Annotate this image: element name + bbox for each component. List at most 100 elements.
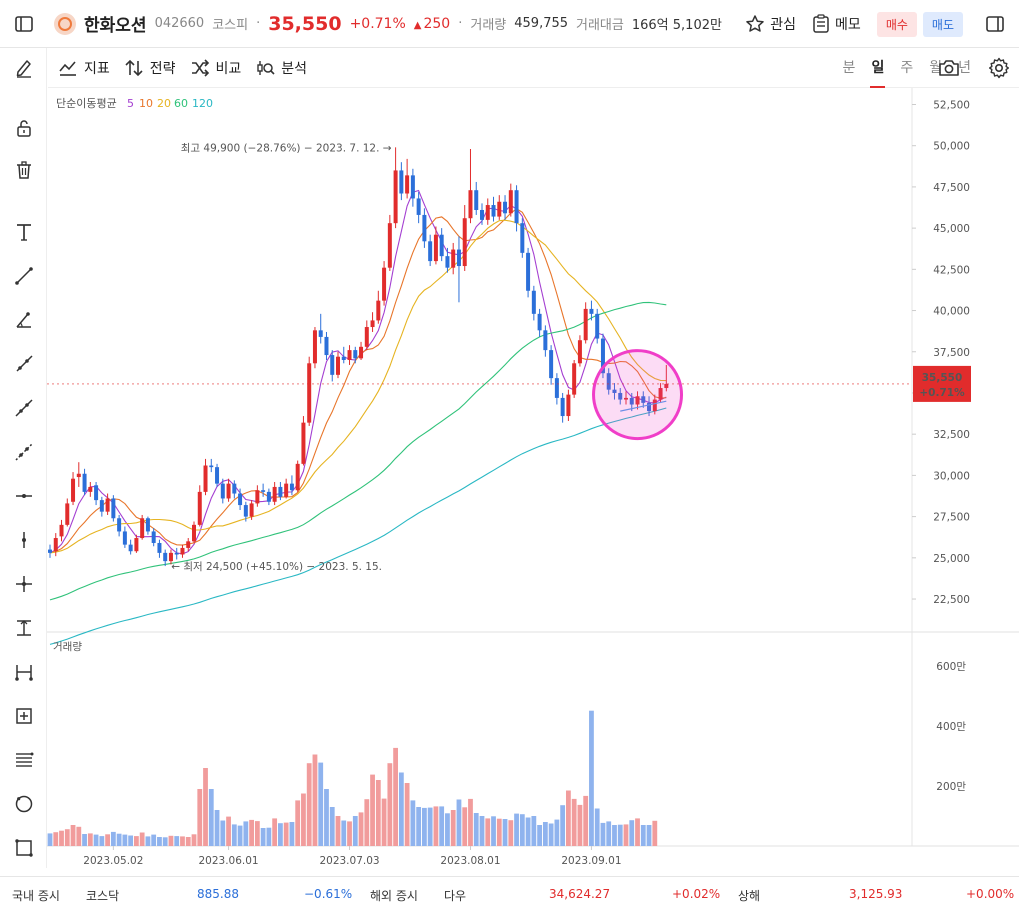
candle-body: [94, 485, 99, 501]
volume-bar: [473, 813, 479, 846]
analysis-button[interactable]: 분석: [255, 58, 307, 78]
candle: [261, 483, 266, 497]
price-range-icon: [17, 620, 31, 636]
change-amount: 250: [414, 16, 450, 32]
candle: [572, 360, 577, 398]
candle: [163, 549, 168, 567]
candle-body: [117, 518, 122, 532]
candle-body: [215, 467, 220, 484]
period-tab-minute[interactable]: 분: [842, 60, 856, 76]
candle: [353, 346, 358, 364]
chart-annotations: 거래량 최고 49,900 (−28.76%) − 2023. 7. 12. →…: [47, 142, 971, 653]
candle-body: [410, 175, 415, 199]
candle: [336, 351, 340, 379]
extended-line-tool-button[interactable]: [12, 396, 36, 420]
candle-body: [658, 388, 663, 400]
candle-body: [474, 190, 479, 210]
candle-body: [641, 396, 646, 403]
volume-bar: [208, 789, 214, 846]
compare-button[interactable]: 비교: [190, 58, 241, 78]
volume-bar: [433, 806, 439, 846]
candle-body: [606, 373, 611, 390]
ma-legend-60: 60: [174, 97, 188, 110]
volume-bar: [606, 821, 612, 846]
star-icon: [746, 15, 765, 32]
period-tab-day[interactable]: 일: [870, 48, 886, 88]
add-box-tool-button[interactable]: [12, 704, 36, 728]
candle-body: [336, 356, 340, 375]
period-tab-week[interactable]: 주: [900, 60, 914, 76]
candle-body: [272, 486, 277, 502]
lock-tool-button[interactable]: [12, 116, 36, 140]
candle-body: [664, 383, 669, 389]
candle-body: [560, 397, 565, 417]
ma120-line: [49, 407, 667, 645]
period-tab-month[interactable]: 월: [929, 60, 943, 76]
crosshair-tool-button[interactable]: [12, 572, 36, 596]
right-panel-toggle-button[interactable]: [971, 0, 1019, 48]
text-tool-button[interactable]: [12, 220, 36, 244]
candle: [537, 308, 542, 337]
candle: [485, 198, 490, 225]
trend-line-tool-button[interactable]: [12, 264, 36, 288]
pen-tool-button[interactable]: [12, 56, 36, 80]
volume-bar: [185, 837, 191, 846]
volume-bar: [560, 805, 566, 846]
date-range-tool-button[interactable]: [12, 660, 36, 684]
channel-tool-button[interactable]: [12, 748, 36, 772]
memo-button[interactable]: 메모: [812, 14, 861, 34]
stock-info: 한화오션 042660 코스피 · 35,550 +0.71% 250 · 거래…: [54, 11, 722, 36]
delete-drawings-button[interactable]: [12, 158, 36, 182]
shuffle-icon: [191, 58, 209, 77]
volume-bar: [525, 817, 531, 846]
candle: [393, 147, 398, 229]
candle: [583, 302, 588, 344]
candle: [468, 148, 473, 224]
candle: [370, 312, 375, 332]
volume-axis-label: 400만: [936, 721, 966, 733]
chart-axes: 52,500 50,000 47,500 45,000 42,500 40,000 37,5…: [83, 99, 970, 867]
sidebar-toggle-button[interactable]: [0, 0, 48, 48]
candle: [520, 218, 525, 258]
watchlist-button[interactable]: 관심: [745, 14, 796, 34]
settings-button[interactable]: [987, 56, 1011, 84]
volume-bar: [266, 827, 272, 846]
ma-title: 단순이동평균: [56, 97, 117, 110]
rectangle-tool-button[interactable]: [12, 836, 36, 860]
candle: [266, 488, 271, 506]
candle: [105, 493, 110, 515]
circle-tool-button[interactable]: [12, 792, 36, 816]
volume-value: 459,755: [514, 16, 569, 31]
volume-bar: [370, 774, 375, 846]
kosdaq-label: 코스닥: [86, 889, 120, 903]
horizontal-line-tool-button[interactable]: [12, 484, 36, 508]
strategy-button[interactable]: 전략: [124, 58, 176, 78]
candle-body: [151, 531, 156, 543]
candle-body: [652, 399, 657, 412]
candle-body: [382, 267, 387, 301]
dotted-line-tool-button[interactable]: [12, 440, 36, 464]
angle-line-tool-button[interactable]: [12, 308, 36, 332]
volume-bar: [364, 799, 370, 846]
ray-tool-button[interactable]: [12, 352, 36, 376]
candle: [278, 481, 283, 501]
volume-bar: [306, 763, 312, 846]
indicator-button[interactable]: 지표: [58, 58, 110, 78]
sell-button[interactable]: 매도: [922, 11, 963, 37]
screenshot-button[interactable]: [937, 56, 961, 84]
buy-button[interactable]: 매수: [876, 11, 917, 37]
price-range-tool-button[interactable]: [12, 616, 36, 640]
candle-body: [174, 552, 179, 555]
volume-bar: [231, 824, 237, 846]
candle-body: [503, 201, 508, 214]
candle: [134, 534, 139, 553]
volume-bar: [272, 818, 278, 846]
candle-body: [192, 524, 196, 542]
time-axis-label: 2023.08.01: [440, 855, 500, 867]
vertical-line-tool-button[interactable]: [12, 528, 36, 552]
chart-toolbar: 지표 전략 비교 분석 분 일 주 월 년: [48, 48, 1019, 88]
volume-bar: [122, 834, 128, 846]
period-tab-year[interactable]: 년: [958, 60, 971, 76]
stock-chart[interactable]: 단순이동평균 5 10 20 60 120 52,500 50,000 47,500…: [47, 88, 1019, 876]
volume-bar: [145, 836, 151, 846]
